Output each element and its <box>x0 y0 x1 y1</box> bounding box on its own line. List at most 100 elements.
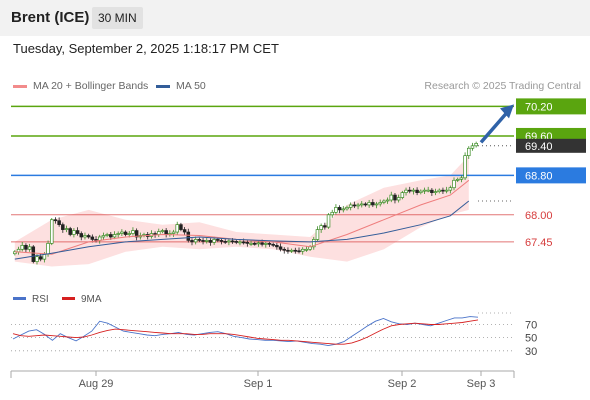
candle-body <box>463 155 467 179</box>
support-label: 68.00 <box>525 210 553 222</box>
candle-body <box>319 225 323 230</box>
level-label-pivot: 68.80 <box>525 170 553 182</box>
last-price-label: 69.40 <box>525 141 553 153</box>
candle-body <box>31 246 36 262</box>
candle-body <box>68 228 72 235</box>
legend-swatch-ma20 <box>13 84 27 88</box>
candle-body <box>459 177 464 180</box>
candle-body <box>433 191 438 193</box>
candle-body <box>371 202 375 206</box>
candle-body <box>441 189 445 192</box>
candle-body <box>396 197 401 201</box>
candle-body <box>315 229 320 240</box>
candle-body <box>153 233 157 235</box>
level-label-box-resistance <box>516 98 586 115</box>
rsi-level-label: 50 <box>525 333 537 345</box>
candle-body <box>444 189 449 192</box>
candle-body <box>201 240 205 242</box>
candle-body <box>230 240 235 243</box>
candle-body <box>182 229 187 233</box>
candle-body <box>404 189 408 193</box>
candle-body <box>131 230 135 234</box>
support-label: 67.45 <box>525 237 553 249</box>
last-price-label-box <box>516 138 586 153</box>
candle-body <box>341 208 346 211</box>
candle-body <box>278 246 283 250</box>
candle-body <box>297 250 301 253</box>
x-tick-label: Aug 29 <box>79 378 114 390</box>
candle-body <box>64 228 69 230</box>
candle-body <box>264 243 268 245</box>
candle-body <box>419 190 423 193</box>
candle-body <box>57 220 61 226</box>
rsi-level-label: 70 <box>525 319 537 331</box>
candle-body <box>116 233 120 235</box>
candle-body <box>61 224 65 230</box>
candle-body <box>109 234 113 238</box>
candle-body <box>204 240 209 242</box>
candle-body <box>208 240 213 243</box>
projection-arrow-head <box>500 104 514 119</box>
candle-body <box>275 244 279 248</box>
candle-body <box>35 256 39 262</box>
candle-body <box>378 202 382 205</box>
candle-body <box>304 248 309 251</box>
candle-body <box>79 233 84 238</box>
candle-body <box>293 249 298 252</box>
candle-body <box>330 211 334 216</box>
candle-body <box>267 243 272 245</box>
candle-body <box>289 249 294 252</box>
candle-body <box>337 207 342 211</box>
candle-body <box>193 239 198 243</box>
candle-body <box>212 239 216 243</box>
projection-arrow-shaft <box>479 110 510 144</box>
rsi-ma-legend-label: 9MA <box>81 294 102 305</box>
candle-body <box>359 203 364 206</box>
x-tick-label: Sep 1 <box>244 378 273 390</box>
rsi-legend-label: RSI <box>32 294 49 305</box>
candle-body <box>219 240 224 242</box>
candle-body <box>448 187 453 191</box>
legend-item-ma20: MA 20 + Bollinger Bands <box>13 80 148 92</box>
level-label-box-pivot <box>516 167 586 184</box>
candle-body <box>385 199 390 202</box>
candle-body <box>356 204 360 207</box>
candle-body <box>400 192 405 198</box>
candle-body <box>300 248 305 252</box>
candle-body <box>422 189 427 192</box>
candle-body <box>157 231 161 235</box>
candle-body <box>112 234 117 238</box>
candle-body <box>171 231 176 234</box>
header-bar: Brent (ICE) 30 MIN <box>0 0 590 36</box>
candle-body <box>234 241 239 243</box>
candle-body <box>245 242 250 244</box>
candle-body <box>326 214 331 228</box>
candle-body <box>286 249 290 252</box>
candle-body <box>160 230 165 232</box>
candle-body <box>164 230 168 235</box>
candle-body <box>426 189 430 192</box>
candle-body <box>411 189 416 192</box>
candle-body <box>367 202 371 206</box>
candle-body <box>53 219 58 222</box>
candle-body <box>186 231 191 241</box>
legend-label-ma50: MA 50 <box>176 80 206 92</box>
candle-body <box>260 242 264 245</box>
candle-body <box>190 240 194 243</box>
candle-body <box>27 246 32 250</box>
legend-swatch-ma50 <box>156 84 170 88</box>
candle-body <box>101 235 106 238</box>
candle-body <box>430 189 434 193</box>
candle-body <box>120 231 124 234</box>
candle-body <box>415 189 419 193</box>
candle-body <box>20 244 24 250</box>
candle-body <box>393 194 397 201</box>
timeframe-badge[interactable]: 30 MIN <box>92 7 143 29</box>
candle-body <box>256 242 261 245</box>
candle-body <box>105 234 109 236</box>
legend-label-ma20: MA 20 + Bollinger Bands <box>33 80 149 92</box>
candle-body <box>197 239 202 241</box>
x-tick-label: Sep 3 <box>467 378 496 390</box>
